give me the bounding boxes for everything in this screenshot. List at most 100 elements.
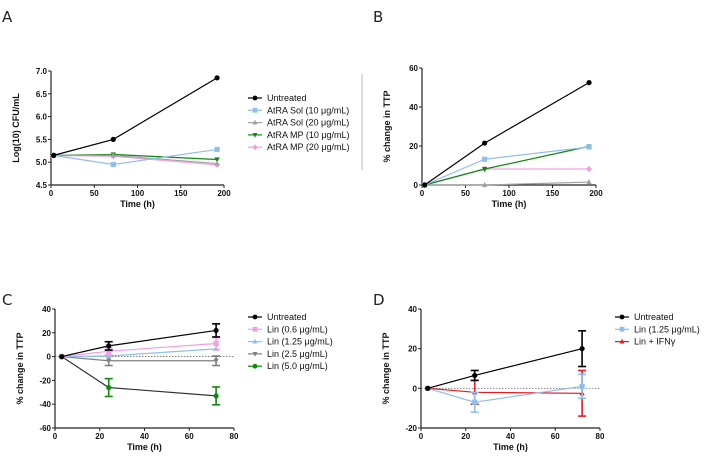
legend-item: Lin (0.6 μg/mL) <box>248 324 328 334</box>
data-point <box>213 358 219 364</box>
x-tick-label: 60 <box>551 432 560 441</box>
series-line <box>61 356 217 397</box>
legend-item: AtRA MP (10 μg/mL) <box>248 130 350 140</box>
legend-item: Lin (1.25 μg/mL) <box>615 324 700 334</box>
legend-label: Lin (1.25 μg/mL) <box>267 337 333 347</box>
data-point <box>472 399 478 405</box>
panel-letter: A <box>2 8 13 26</box>
y-axis-label: Log(10) CFU/mL <box>11 93 21 163</box>
legend-marker <box>252 314 258 320</box>
x-tick-label: 60 <box>185 432 194 441</box>
legend-marker <box>252 338 258 344</box>
legend-marker <box>252 119 258 125</box>
data-point <box>106 358 112 364</box>
legend-marker <box>252 352 258 357</box>
data-point <box>214 75 220 81</box>
y-tick-label: 40 <box>42 305 51 314</box>
legend-marker <box>619 326 625 332</box>
y-tick-label: 20 <box>408 345 417 354</box>
series-line <box>61 329 217 358</box>
legend-marker <box>252 107 258 113</box>
legend-label: AtRA Sol (10 μg/mL) <box>267 105 349 115</box>
data-point <box>482 181 488 188</box>
data-point <box>579 346 585 352</box>
data-point <box>482 156 488 162</box>
data-point <box>50 152 57 158</box>
x-tick-label: 100 <box>131 189 145 198</box>
legend-label: Lin (5.0 μg/mL) <box>267 361 328 371</box>
x-tick-label: 0 <box>420 189 425 198</box>
y-tick-label: -20 <box>405 424 417 433</box>
data-point <box>213 340 219 347</box>
data-point <box>106 348 112 354</box>
x-tick-label: 80 <box>230 432 239 441</box>
panel-letter: C <box>2 291 12 309</box>
legend: Untreated Lin (1.25 μg/mL) Lin + IFNγ <box>615 312 700 347</box>
y-tick-label: 0 <box>47 353 52 362</box>
y-tick-label: -60 <box>39 424 51 433</box>
data-point <box>214 146 220 153</box>
legend-item: Untreated <box>615 312 674 322</box>
legend-marker <box>619 314 625 320</box>
legend-item: Untreated <box>248 312 307 322</box>
data-point <box>586 80 592 86</box>
panel-letter: D <box>373 291 385 309</box>
data-point <box>579 383 585 389</box>
x-tick-label: 80 <box>596 432 605 441</box>
legend-item: AtRA MP (20 μg/mL) <box>248 142 350 152</box>
legend-label: Untreated <box>267 312 307 322</box>
data-point <box>586 144 592 150</box>
data-point <box>214 160 220 166</box>
x-tick-label: 150 <box>174 189 188 198</box>
data-point <box>106 384 112 391</box>
legend-marker <box>619 338 625 344</box>
legend-marker <box>252 326 258 332</box>
legend-item: Lin (1.25 μg/mL) <box>248 337 333 347</box>
x-tick-label: 40 <box>506 432 515 441</box>
series-line <box>427 348 583 389</box>
x-axis-label: Time (h) <box>120 199 155 209</box>
series-atra-mp-10-g-ml <box>422 144 592 189</box>
x-tick-label: 200 <box>589 189 603 198</box>
series-untreated <box>425 330 587 391</box>
legend-item: Lin (5.0 μg/mL) <box>248 361 328 371</box>
legend-marker <box>252 95 258 101</box>
x-tick-label: 40 <box>140 432 149 441</box>
y-tick-label: 5.0 <box>36 158 48 167</box>
data-point <box>482 140 488 146</box>
data-point <box>110 161 116 168</box>
x-tick-label: 200 <box>217 189 231 198</box>
x-tick-label: 0 <box>419 432 424 441</box>
data-point <box>106 343 112 349</box>
x-tick-label: 20 <box>95 432 104 441</box>
y-tick-label: 6.5 <box>36 90 48 99</box>
data-point <box>586 178 592 185</box>
legend-label: AtRA Sol (20 μg/mL) <box>267 118 349 128</box>
legend-marker <box>252 133 258 138</box>
legend-item: AtRA Sol (20 μg/mL) <box>248 118 349 128</box>
legend-label: AtRA MP (20 μg/mL) <box>267 142 350 152</box>
panel-b: B 0 20 40 60 0 50 100 150 200 Time (h) % change in … <box>373 8 603 209</box>
legend-item: Untreated <box>248 93 307 103</box>
y-tick-label: 60 <box>409 64 418 73</box>
series-line <box>427 387 583 394</box>
y-tick-label: 6.0 <box>36 113 48 122</box>
panel-letter: B <box>373 8 383 26</box>
series-line <box>61 348 217 358</box>
legend-label: Lin (2.5 μg/mL) <box>267 349 328 359</box>
series-untreated <box>422 80 592 188</box>
x-tick-label: 150 <box>546 189 560 198</box>
data-point <box>110 152 116 158</box>
legend-label: Lin (0.6 μg/mL) <box>267 324 328 334</box>
y-tick-label: 20 <box>42 329 51 338</box>
series-line <box>61 356 217 362</box>
legend-label: Untreated <box>634 312 674 322</box>
legend-item: Lin + IFNγ <box>615 337 676 347</box>
y-tick-label: 40 <box>409 103 418 112</box>
x-tick-label: 0 <box>53 432 58 441</box>
data-point <box>585 165 593 173</box>
legend-item: Lin (2.5 μg/mL) <box>248 349 328 359</box>
legend-marker <box>252 363 258 369</box>
series-line <box>424 146 590 186</box>
